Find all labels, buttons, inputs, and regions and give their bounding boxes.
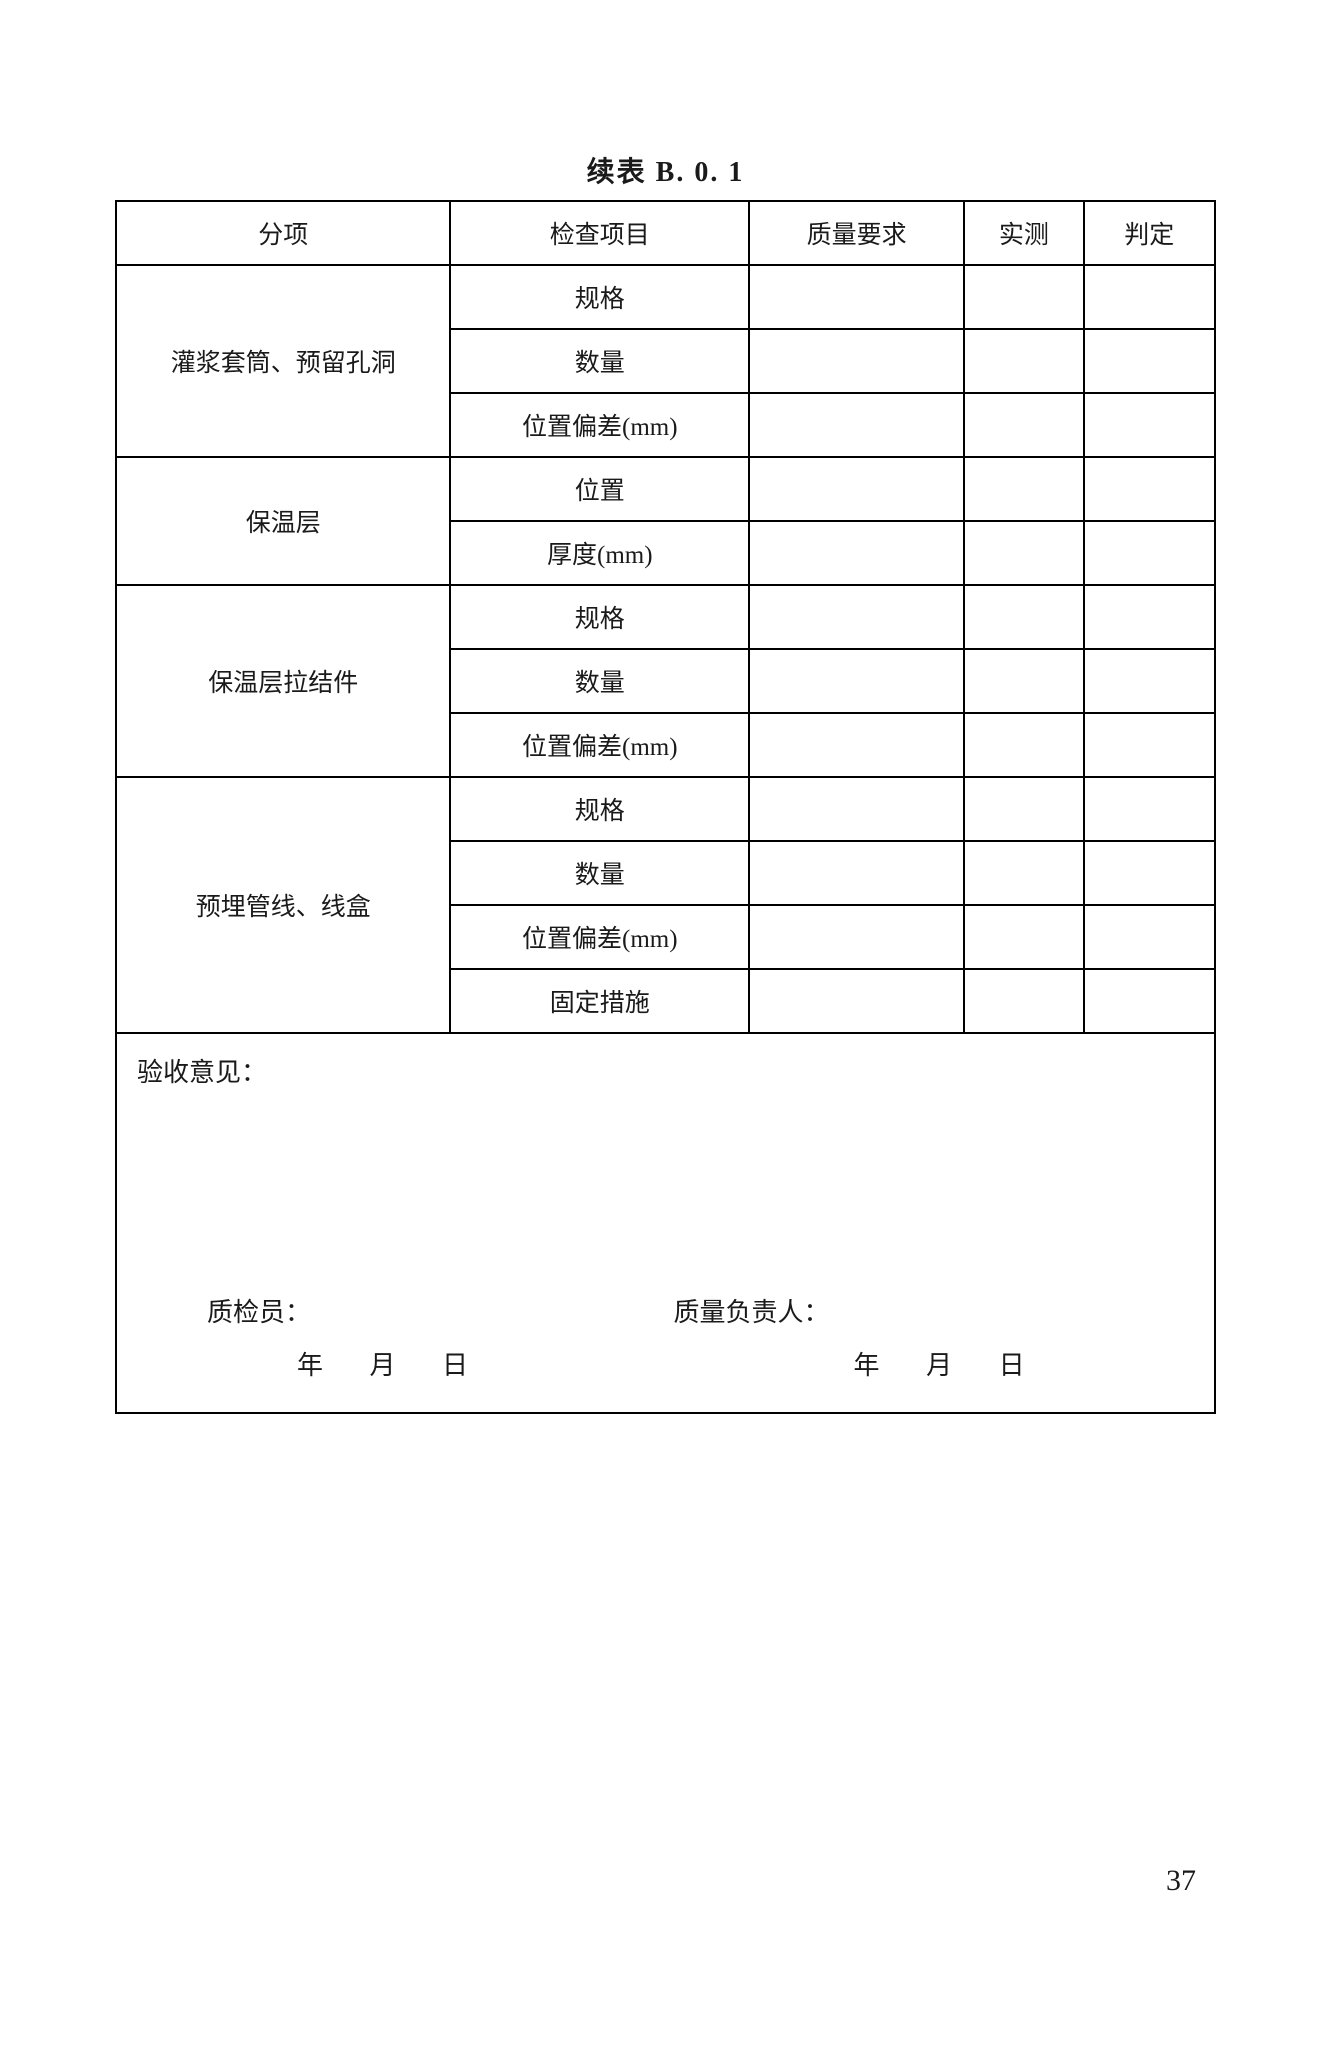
item-cell: 规格 bbox=[450, 585, 749, 649]
measure-cell bbox=[964, 329, 1083, 393]
judge-cell bbox=[1084, 713, 1215, 777]
month-label: 月 bbox=[370, 1345, 398, 1382]
page-number: 37 bbox=[1166, 1864, 1196, 1898]
responsible-label: 质量负责人： bbox=[644, 1292, 1214, 1329]
req-cell bbox=[749, 841, 964, 905]
req-cell bbox=[749, 585, 964, 649]
judge-cell bbox=[1084, 969, 1215, 1033]
item-cell: 厚度(mm) bbox=[450, 521, 749, 585]
req-cell bbox=[749, 649, 964, 713]
group-cell: 灌浆套筒、预留孔洞 bbox=[116, 265, 450, 457]
req-cell bbox=[749, 265, 964, 329]
header-group: 分项 bbox=[116, 201, 450, 265]
group-cell: 保温层 bbox=[116, 457, 450, 585]
judge-cell bbox=[1084, 649, 1215, 713]
measure-cell bbox=[964, 841, 1083, 905]
year-label: 年 bbox=[297, 1345, 325, 1382]
measure-cell bbox=[964, 905, 1083, 969]
group-cell: 保温层拉结件 bbox=[116, 585, 450, 777]
signature-block: 质检员： 质量负责人： 年 月 日 年 月 日 bbox=[117, 1292, 1214, 1382]
header-item: 检查项目 bbox=[450, 201, 749, 265]
date-left: 年 月 日 bbox=[117, 1345, 644, 1382]
inspection-table: 分项 检查项目 质量要求 实测 判定 灌浆套筒、预留孔洞 规格 数量 位置偏差(… bbox=[115, 200, 1216, 1414]
measure-cell bbox=[964, 713, 1083, 777]
req-cell bbox=[749, 329, 964, 393]
item-cell: 数量 bbox=[450, 329, 749, 393]
year-label: 年 bbox=[854, 1345, 882, 1382]
judge-cell bbox=[1084, 905, 1215, 969]
req-cell bbox=[749, 905, 964, 969]
item-cell: 数量 bbox=[450, 841, 749, 905]
day-label: 日 bbox=[999, 1345, 1027, 1382]
table-row: 保温层 位置 bbox=[116, 457, 1215, 521]
item-cell: 数量 bbox=[450, 649, 749, 713]
date-right: 年 月 日 bbox=[644, 1345, 1214, 1382]
table-title: 续表 B. 0. 1 bbox=[115, 150, 1216, 190]
item-cell: 固定措施 bbox=[450, 969, 749, 1033]
day-label: 日 bbox=[442, 1345, 470, 1382]
judge-cell bbox=[1084, 841, 1215, 905]
req-cell bbox=[749, 969, 964, 1033]
judge-cell bbox=[1084, 521, 1215, 585]
item-cell: 位置偏差(mm) bbox=[450, 905, 749, 969]
item-cell: 位置 bbox=[450, 457, 749, 521]
judge-cell bbox=[1084, 329, 1215, 393]
judge-cell bbox=[1084, 393, 1215, 457]
judge-cell bbox=[1084, 265, 1215, 329]
req-cell bbox=[749, 457, 964, 521]
table-row: 灌浆套筒、预留孔洞 规格 bbox=[116, 265, 1215, 329]
item-cell: 位置偏差(mm) bbox=[450, 393, 749, 457]
month-label: 月 bbox=[926, 1345, 954, 1382]
inspector-label: 质检员： bbox=[117, 1292, 644, 1329]
table-header-row: 分项 检查项目 质量要求 实测 判定 bbox=[116, 201, 1215, 265]
item-cell: 规格 bbox=[450, 777, 749, 841]
judge-cell bbox=[1084, 585, 1215, 649]
measure-cell bbox=[964, 393, 1083, 457]
req-cell bbox=[749, 393, 964, 457]
req-cell bbox=[749, 777, 964, 841]
header-measure: 实测 bbox=[964, 201, 1083, 265]
table-row: 保温层拉结件 规格 bbox=[116, 585, 1215, 649]
item-cell: 规格 bbox=[450, 265, 749, 329]
header-req: 质量要求 bbox=[749, 201, 964, 265]
opinion-cell: 验收意见： 质检员： 质量负责人： 年 月 日 年 月 日 bbox=[116, 1033, 1215, 1413]
opinion-label: 验收意见： bbox=[137, 1052, 1194, 1089]
header-judge: 判定 bbox=[1084, 201, 1215, 265]
footer-row: 验收意见： 质检员： 质量负责人： 年 月 日 年 月 日 bbox=[116, 1033, 1215, 1413]
item-cell: 位置偏差(mm) bbox=[450, 713, 749, 777]
measure-cell bbox=[964, 457, 1083, 521]
judge-cell bbox=[1084, 457, 1215, 521]
measure-cell bbox=[964, 265, 1083, 329]
req-cell bbox=[749, 521, 964, 585]
group-cell: 预埋管线、线盒 bbox=[116, 777, 450, 1033]
table-row: 预埋管线、线盒 规格 bbox=[116, 777, 1215, 841]
measure-cell bbox=[964, 777, 1083, 841]
judge-cell bbox=[1084, 777, 1215, 841]
measure-cell bbox=[964, 649, 1083, 713]
measure-cell bbox=[964, 585, 1083, 649]
measure-cell bbox=[964, 521, 1083, 585]
measure-cell bbox=[964, 969, 1083, 1033]
req-cell bbox=[749, 713, 964, 777]
